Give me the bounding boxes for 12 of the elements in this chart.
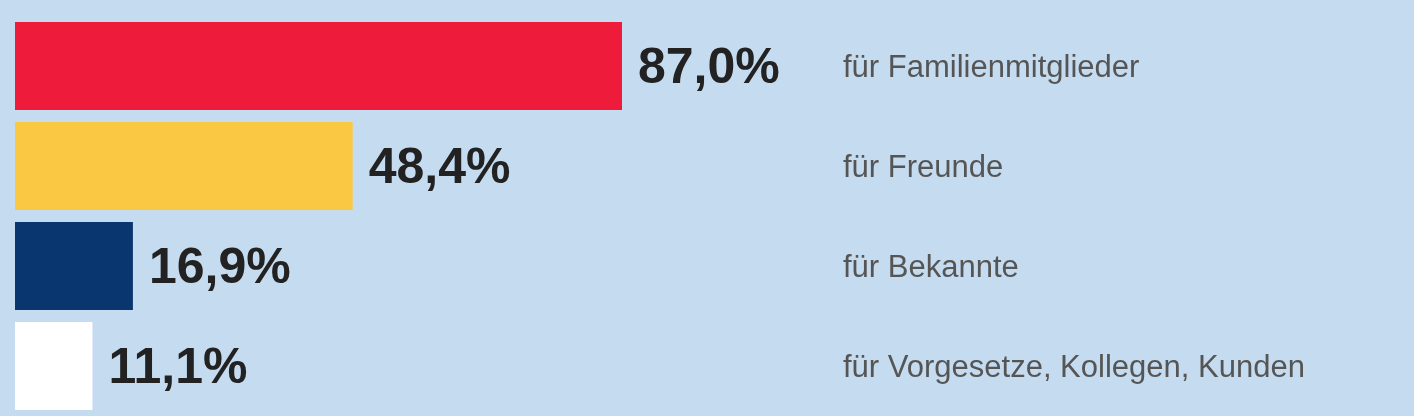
y-tick-label: für Bekannte [843, 248, 1019, 284]
bar [15, 222, 133, 310]
data-label: 11,1% [108, 338, 248, 394]
bar [15, 322, 93, 410]
y-tick-label: für Vorgesetze, Kollegen, Kunden [843, 348, 1305, 384]
data-label: 87,0% [638, 38, 780, 94]
data-label: 48,4% [368, 138, 511, 194]
data-label: 16,9% [148, 238, 291, 294]
y-tick-label: für Familienmitglieder [843, 48, 1140, 84]
bar [15, 122, 353, 210]
bar [15, 22, 622, 110]
y-tick-label: für Freunde [843, 148, 1004, 184]
